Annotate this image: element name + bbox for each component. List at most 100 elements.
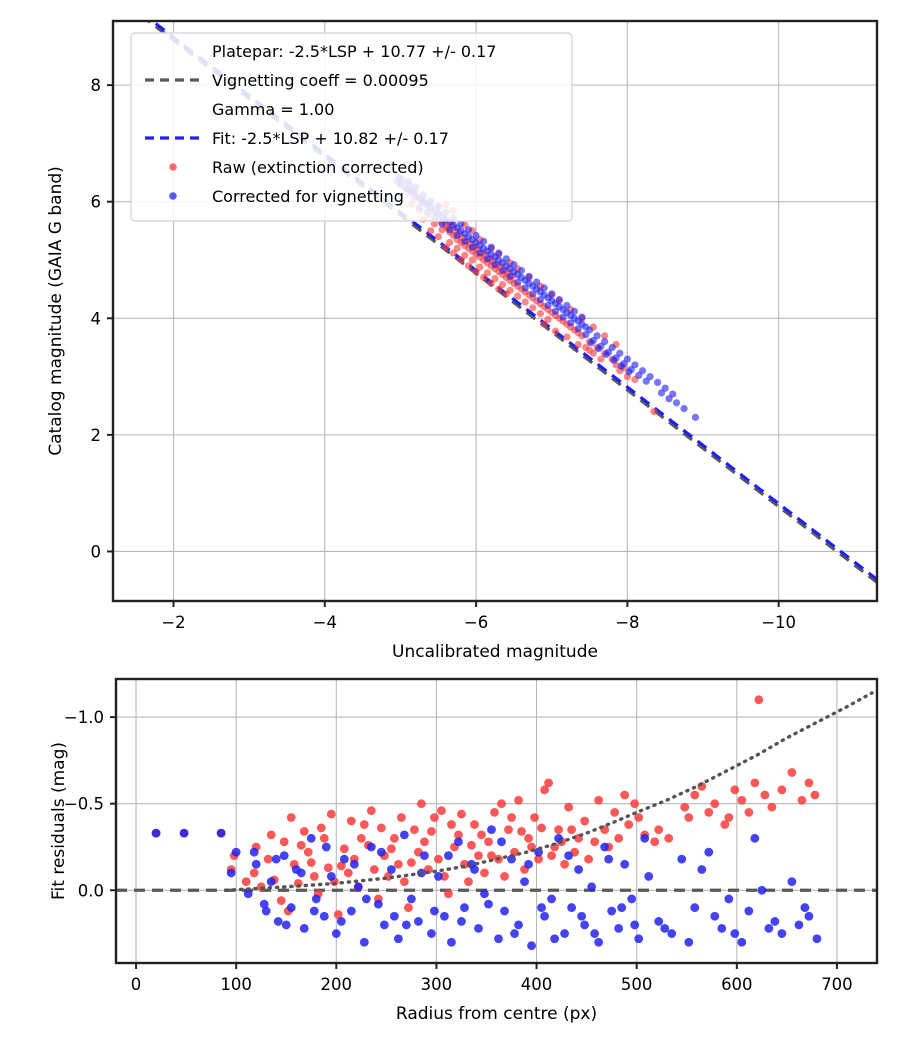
data-point <box>574 865 584 874</box>
data-point <box>346 906 356 916</box>
data-point <box>495 249 503 257</box>
data-point <box>560 929 569 938</box>
data-point <box>359 937 369 947</box>
data-point <box>564 851 573 861</box>
data-point <box>520 877 529 887</box>
data-point <box>544 778 553 788</box>
data-point <box>243 889 253 899</box>
x-tick-label: −4 <box>313 613 337 632</box>
legend-entry-label: Gamma = 1.00 <box>212 100 334 119</box>
data-point <box>339 844 349 854</box>
data-point <box>524 859 533 869</box>
data-point <box>454 830 463 840</box>
data-point <box>517 266 526 275</box>
data-point <box>321 842 331 852</box>
data-point <box>316 823 326 833</box>
data-point <box>484 837 493 847</box>
legend-entry-label: Raw (extinction corrected) <box>212 158 424 177</box>
data-point <box>537 823 546 833</box>
data-point <box>564 802 573 812</box>
data-point <box>547 894 556 904</box>
data-point <box>744 906 754 916</box>
data-point <box>650 837 660 847</box>
data-point <box>507 813 516 822</box>
data-point <box>767 802 777 812</box>
y-tick-label: 8 <box>91 76 102 95</box>
data-point <box>514 920 523 930</box>
data-point <box>474 851 483 861</box>
data-point <box>550 934 559 944</box>
axes-frame <box>111 19 879 603</box>
data-point <box>607 906 617 916</box>
data-point <box>574 325 582 333</box>
data-point <box>266 877 276 887</box>
data-point <box>467 840 476 850</box>
data-point <box>521 284 529 292</box>
data-point <box>600 842 610 852</box>
data-point <box>306 833 316 843</box>
data-point <box>474 923 483 933</box>
data-point <box>497 837 506 847</box>
data-point <box>584 854 594 864</box>
data-point <box>620 790 630 800</box>
data-point <box>438 226 446 234</box>
legend-entry-label: Platepar: -2.5*LSP + 10.77 +/- 0.17 <box>212 42 496 61</box>
data-point <box>750 778 760 788</box>
data-point <box>417 799 426 809</box>
data-point <box>577 911 587 921</box>
data-point <box>529 290 537 298</box>
data-point <box>281 920 291 930</box>
data-point <box>457 220 465 228</box>
data-point <box>251 859 261 869</box>
data-point <box>582 331 590 339</box>
data-point <box>630 799 640 809</box>
data-point <box>434 854 443 864</box>
data-point <box>303 847 313 857</box>
x-tick-label: 100 <box>220 975 252 994</box>
data-point <box>490 807 499 817</box>
data-point <box>420 837 429 847</box>
data-point <box>460 903 469 912</box>
data-point <box>179 828 189 838</box>
data-point <box>464 877 473 887</box>
data-point <box>339 854 349 864</box>
data-point <box>261 906 271 916</box>
data-point <box>794 920 804 930</box>
data-point <box>331 929 341 938</box>
data-point <box>464 226 473 234</box>
data-point <box>393 934 403 944</box>
data-point <box>555 296 563 304</box>
data-point <box>406 894 416 904</box>
data-point <box>536 310 544 318</box>
data-point <box>527 941 536 951</box>
data-point <box>491 261 499 269</box>
data-point <box>427 826 436 836</box>
data-point <box>724 813 734 822</box>
data-point <box>590 929 600 938</box>
y-axis-label: Catalog magnitude (GAIA G band) <box>46 166 66 456</box>
data-point <box>498 266 507 275</box>
data-point <box>271 854 281 864</box>
x-tick-label: 200 <box>321 975 353 994</box>
data-point <box>349 859 359 869</box>
y-tick-label: −1.0 <box>64 708 104 727</box>
x-tick-label: −10 <box>761 613 796 632</box>
data-point <box>151 828 161 838</box>
data-point <box>514 292 522 300</box>
data-point <box>770 917 780 926</box>
data-point <box>279 851 289 861</box>
data-point <box>804 778 814 788</box>
data-point <box>540 284 548 292</box>
data-point <box>560 859 569 869</box>
data-point <box>654 378 662 387</box>
data-point <box>595 344 603 353</box>
data-point <box>299 923 309 933</box>
data-point <box>644 872 654 881</box>
data-point <box>480 273 488 282</box>
data-point <box>309 906 319 916</box>
data-point <box>359 820 369 829</box>
data-point <box>510 929 519 938</box>
data-point <box>470 865 479 874</box>
data-point <box>720 820 730 829</box>
